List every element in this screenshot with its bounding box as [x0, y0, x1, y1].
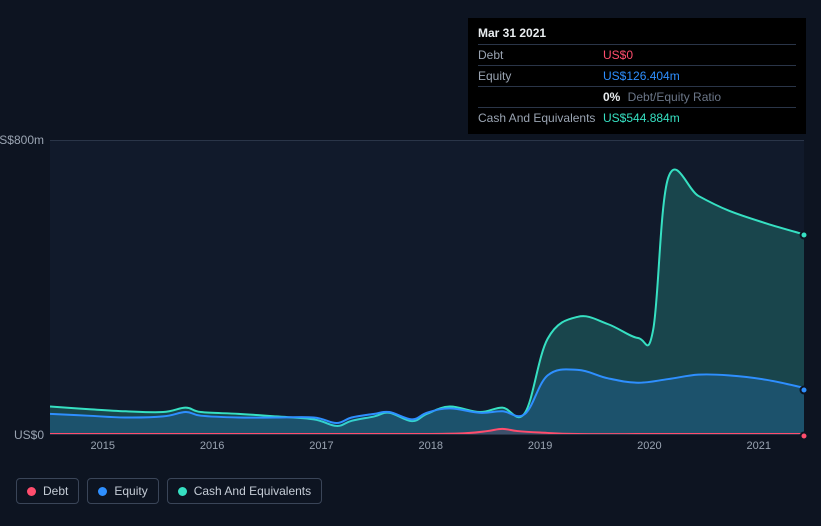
legend-label: Debt [43, 484, 68, 498]
x-axis: 2015 2016 2017 2018 2019 2020 2021 [50, 440, 804, 456]
legend-dot-icon [178, 487, 187, 496]
x-tick: 2016 [200, 440, 224, 452]
tooltip-row-value: US$0 [603, 48, 633, 62]
legend-label: Equity [114, 484, 147, 498]
tooltip-row-value: US$544.884m [603, 111, 680, 125]
legend: Debt Equity Cash And Equivalents [16, 478, 322, 504]
legend-item[interactable]: Debt [16, 478, 79, 504]
tooltip-row: 0% Debt/Equity Ratio [478, 86, 796, 107]
tooltip-row-label: Cash And Equivalents [478, 111, 603, 125]
tooltip-row: EquityUS$126.404m [478, 65, 796, 86]
x-tick: 2019 [528, 440, 552, 452]
x-tick: 2021 [747, 440, 771, 452]
tooltip-row-label: Equity [478, 69, 603, 83]
y-axis-label-max: US$800m [0, 133, 44, 147]
x-tick: 2020 [637, 440, 661, 452]
debt-equity-chart: US$800m US$0 201520162017201820192020202… [16, 120, 806, 460]
series-area [50, 369, 804, 434]
legend-item[interactable]: Cash And Equivalents [167, 478, 322, 504]
tooltip-row-label: Debt [478, 48, 603, 62]
chart-svg [50, 141, 804, 434]
legend-dot-icon [27, 487, 36, 496]
tooltip-row-value: 0% Debt/Equity Ratio [603, 90, 721, 104]
x-tick: 2015 [91, 440, 115, 452]
y-axis-label-min: US$0 [14, 428, 44, 442]
tooltip-row-value: US$126.404m [603, 69, 680, 83]
legend-label: Cash And Equivalents [194, 484, 311, 498]
tooltip-row: DebtUS$0 [478, 44, 796, 65]
legend-dot-icon [98, 487, 107, 496]
tooltip-date: Mar 31 2021 [478, 26, 796, 40]
series-end-marker [800, 231, 809, 240]
chart-tooltip: Mar 31 2021 DebtUS$0EquityUS$126.404m0% … [468, 18, 806, 134]
tooltip-row-label [478, 90, 603, 104]
legend-item[interactable]: Equity [87, 478, 158, 504]
series-end-marker [800, 385, 809, 394]
tooltip-row: Cash And EquivalentsUS$544.884m [478, 107, 796, 128]
plot-area[interactable] [50, 140, 804, 435]
x-tick: 2018 [419, 440, 443, 452]
x-tick: 2017 [309, 440, 333, 452]
